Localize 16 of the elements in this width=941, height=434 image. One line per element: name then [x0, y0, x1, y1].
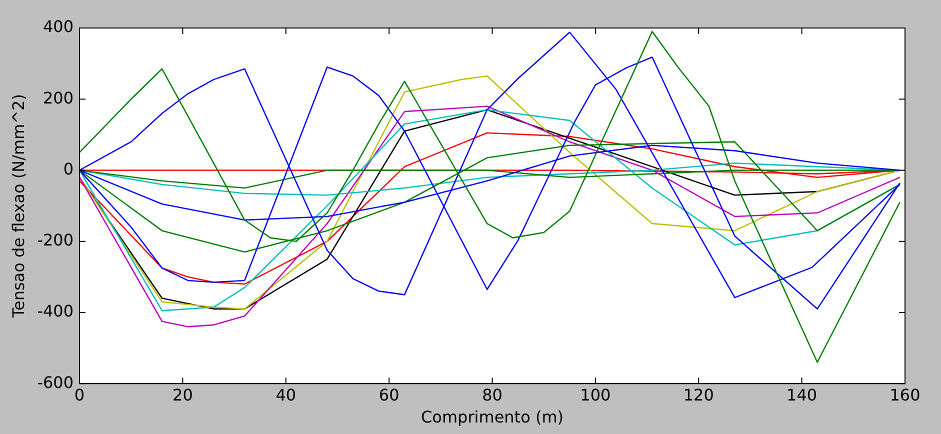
y-tick-label: -600	[37, 372, 74, 392]
y-tick-label: -400	[37, 302, 74, 321]
x-tick-label: 20	[172, 385, 193, 404]
y-tick-label: -200	[37, 230, 74, 250]
x-tick-label: 160	[890, 385, 920, 404]
x-tick-label: 120	[683, 385, 714, 404]
x-tick-label: 60	[378, 385, 400, 404]
y-tick-label: 0	[63, 159, 74, 178]
y-axis-title: Tensao de flexao (N/mm^2)	[8, 94, 28, 319]
x-tick-label: 140	[786, 385, 818, 404]
x-tick-label: 40	[276, 385, 296, 404]
x-tick-label: 100	[580, 385, 611, 404]
x-axis-title: Comprimento (m)	[421, 408, 564, 427]
x-tick-label: 80	[482, 385, 502, 404]
y-tick-label: 400	[42, 17, 74, 36]
y-tick-label: 200	[42, 88, 74, 108]
